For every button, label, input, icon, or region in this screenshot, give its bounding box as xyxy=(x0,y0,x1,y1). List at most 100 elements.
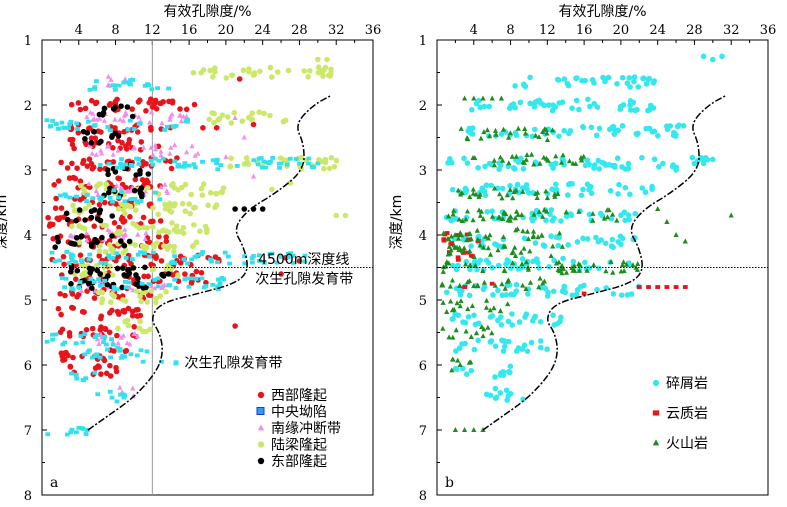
data-point xyxy=(132,331,138,336)
data-point xyxy=(120,117,126,123)
data-point xyxy=(149,224,156,230)
data-point xyxy=(618,268,624,274)
data-point xyxy=(315,64,322,70)
data-point xyxy=(536,208,542,214)
data-point xyxy=(210,158,216,163)
data-point xyxy=(497,154,503,160)
data-point xyxy=(109,337,114,342)
data-point xyxy=(92,365,99,371)
data-point xyxy=(93,99,100,106)
data-point xyxy=(492,374,498,380)
data-point xyxy=(483,304,489,310)
data-point xyxy=(495,247,501,253)
data-point xyxy=(486,103,493,110)
data-point xyxy=(44,118,50,123)
legend-marker xyxy=(257,457,265,465)
data-point xyxy=(73,341,79,346)
data-point xyxy=(543,188,549,194)
data-point xyxy=(626,75,633,81)
data-point xyxy=(611,163,618,169)
data-point xyxy=(630,262,636,268)
data-point xyxy=(607,188,614,194)
data-point xyxy=(120,297,126,303)
data-point xyxy=(88,97,95,104)
data-point xyxy=(483,391,490,398)
data-point xyxy=(200,181,207,187)
data-point xyxy=(223,75,230,81)
data-point xyxy=(68,252,74,257)
data-point xyxy=(316,157,322,163)
y-tick-label: 3 xyxy=(419,164,427,179)
y-tick-label: 5 xyxy=(419,294,427,309)
data-point xyxy=(97,115,103,121)
data-point xyxy=(68,281,74,287)
data-point xyxy=(456,345,463,352)
data-point xyxy=(619,123,626,129)
data-point xyxy=(278,161,284,166)
data-point xyxy=(646,125,653,132)
data-point xyxy=(465,279,471,285)
data-point xyxy=(610,291,617,297)
data-point xyxy=(167,150,173,156)
data-point xyxy=(333,157,340,164)
data-point xyxy=(101,105,108,112)
data-point xyxy=(509,153,515,159)
data-point xyxy=(518,249,524,255)
data-point xyxy=(710,156,716,163)
data-point xyxy=(179,184,185,191)
data-point xyxy=(83,230,90,236)
data-point xyxy=(146,239,153,245)
data-point xyxy=(129,313,136,319)
data-point xyxy=(157,218,164,224)
data-point xyxy=(78,258,84,263)
data-point xyxy=(487,307,493,313)
annotation-label: 次生孔隙发育带 xyxy=(185,355,283,371)
data-point xyxy=(504,282,511,289)
data-point xyxy=(186,163,192,168)
data-point xyxy=(137,121,143,126)
data-point xyxy=(152,277,158,282)
data-point xyxy=(68,119,74,124)
data-point xyxy=(491,157,497,163)
data-point xyxy=(59,276,65,280)
data-point xyxy=(119,163,125,168)
data-point xyxy=(180,230,187,237)
x-tick-label: 12 xyxy=(144,23,161,38)
data-point xyxy=(489,281,495,286)
data-point xyxy=(274,69,281,75)
data-point xyxy=(487,133,493,139)
data-point xyxy=(530,228,537,234)
data-point xyxy=(168,145,174,150)
data-point xyxy=(232,323,238,329)
data-point xyxy=(524,348,531,355)
data-point xyxy=(158,184,164,190)
data-point xyxy=(103,370,110,377)
data-point xyxy=(625,165,632,172)
data-point xyxy=(505,318,512,325)
data-point xyxy=(561,76,568,82)
data-point xyxy=(440,299,446,305)
data-point xyxy=(153,295,159,302)
data-point xyxy=(602,78,608,85)
data-point xyxy=(116,83,122,88)
data-point xyxy=(639,185,645,191)
data-point xyxy=(69,291,76,297)
data-point xyxy=(548,207,555,213)
data-point xyxy=(228,155,234,162)
data-point xyxy=(469,107,475,113)
data-point xyxy=(611,131,618,137)
data-point xyxy=(153,254,159,261)
data-point xyxy=(114,265,121,272)
data-point xyxy=(127,118,133,123)
data-point xyxy=(121,112,127,118)
data-point xyxy=(649,186,655,192)
data-point xyxy=(122,232,128,238)
data-point xyxy=(656,164,662,170)
data-point xyxy=(670,162,676,168)
data-point xyxy=(559,270,565,276)
data-point xyxy=(529,133,536,140)
data-point xyxy=(475,337,482,344)
data-point xyxy=(655,285,661,289)
data-point xyxy=(261,260,267,265)
data-point xyxy=(627,102,633,108)
